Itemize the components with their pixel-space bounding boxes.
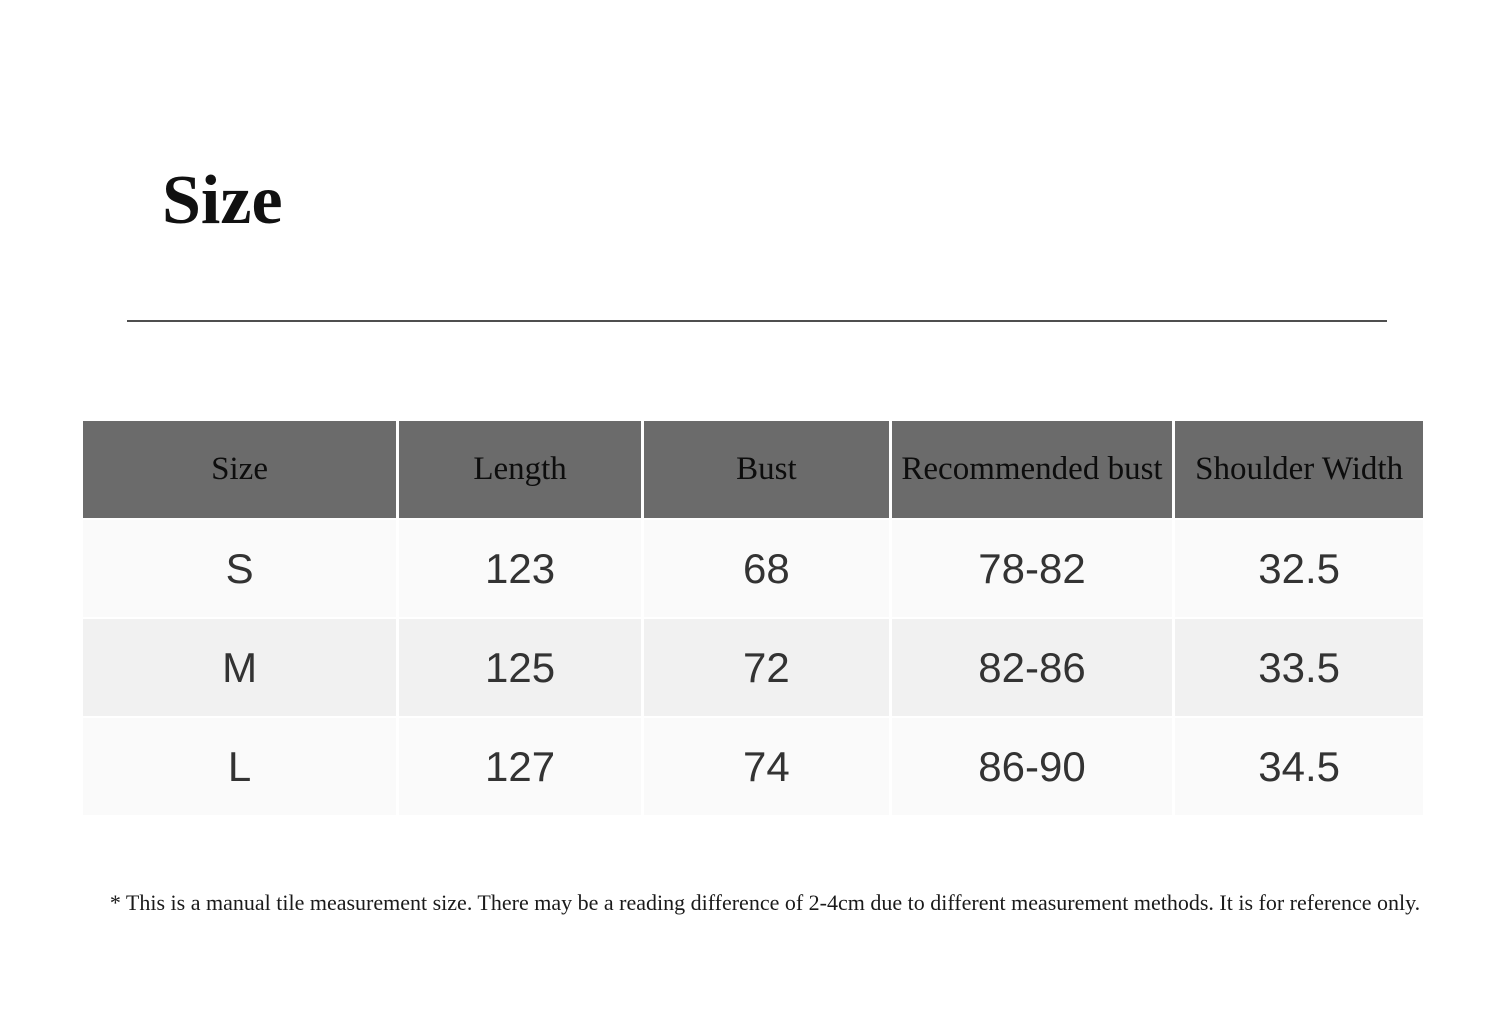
col-header-shoulder-width: Shoulder Width — [1175, 421, 1423, 518]
cell-length-m: 125 — [399, 619, 641, 716]
col-header-length: Length — [399, 421, 641, 518]
col-header-recommended-bust: Recommended bust — [891, 421, 1173, 518]
col-header-size: Size — [83, 421, 397, 518]
col-header-bust: Bust — [643, 421, 889, 518]
cell-shoulder-width-l: 34.5 — [1175, 718, 1423, 815]
cell-bust-s: 68 — [643, 520, 889, 617]
cell-recommended-bust-m: 82-86 — [891, 619, 1173, 716]
cell-size-m: M — [83, 619, 397, 716]
footnote: * This is a manual tile measurement size… — [109, 890, 1421, 915]
cell-shoulder-width-s: 32.5 — [1175, 520, 1423, 617]
cell-recommended-bust-l: 86-90 — [891, 718, 1173, 815]
cell-bust-l: 74 — [643, 718, 889, 815]
size-table: Size Length Bust Recommended bust Should… — [83, 421, 1423, 815]
cell-bust-m: 72 — [643, 619, 889, 716]
title-divider — [127, 320, 1387, 322]
cell-size-s: S — [83, 520, 397, 617]
cell-length-s: 123 — [399, 520, 641, 617]
cell-size-l: L — [83, 718, 397, 815]
page-title: Size — [162, 162, 283, 239]
cell-length-l: 127 — [399, 718, 641, 815]
cell-shoulder-width-m: 33.5 — [1175, 619, 1423, 716]
cell-recommended-bust-s: 78-82 — [891, 520, 1173, 617]
